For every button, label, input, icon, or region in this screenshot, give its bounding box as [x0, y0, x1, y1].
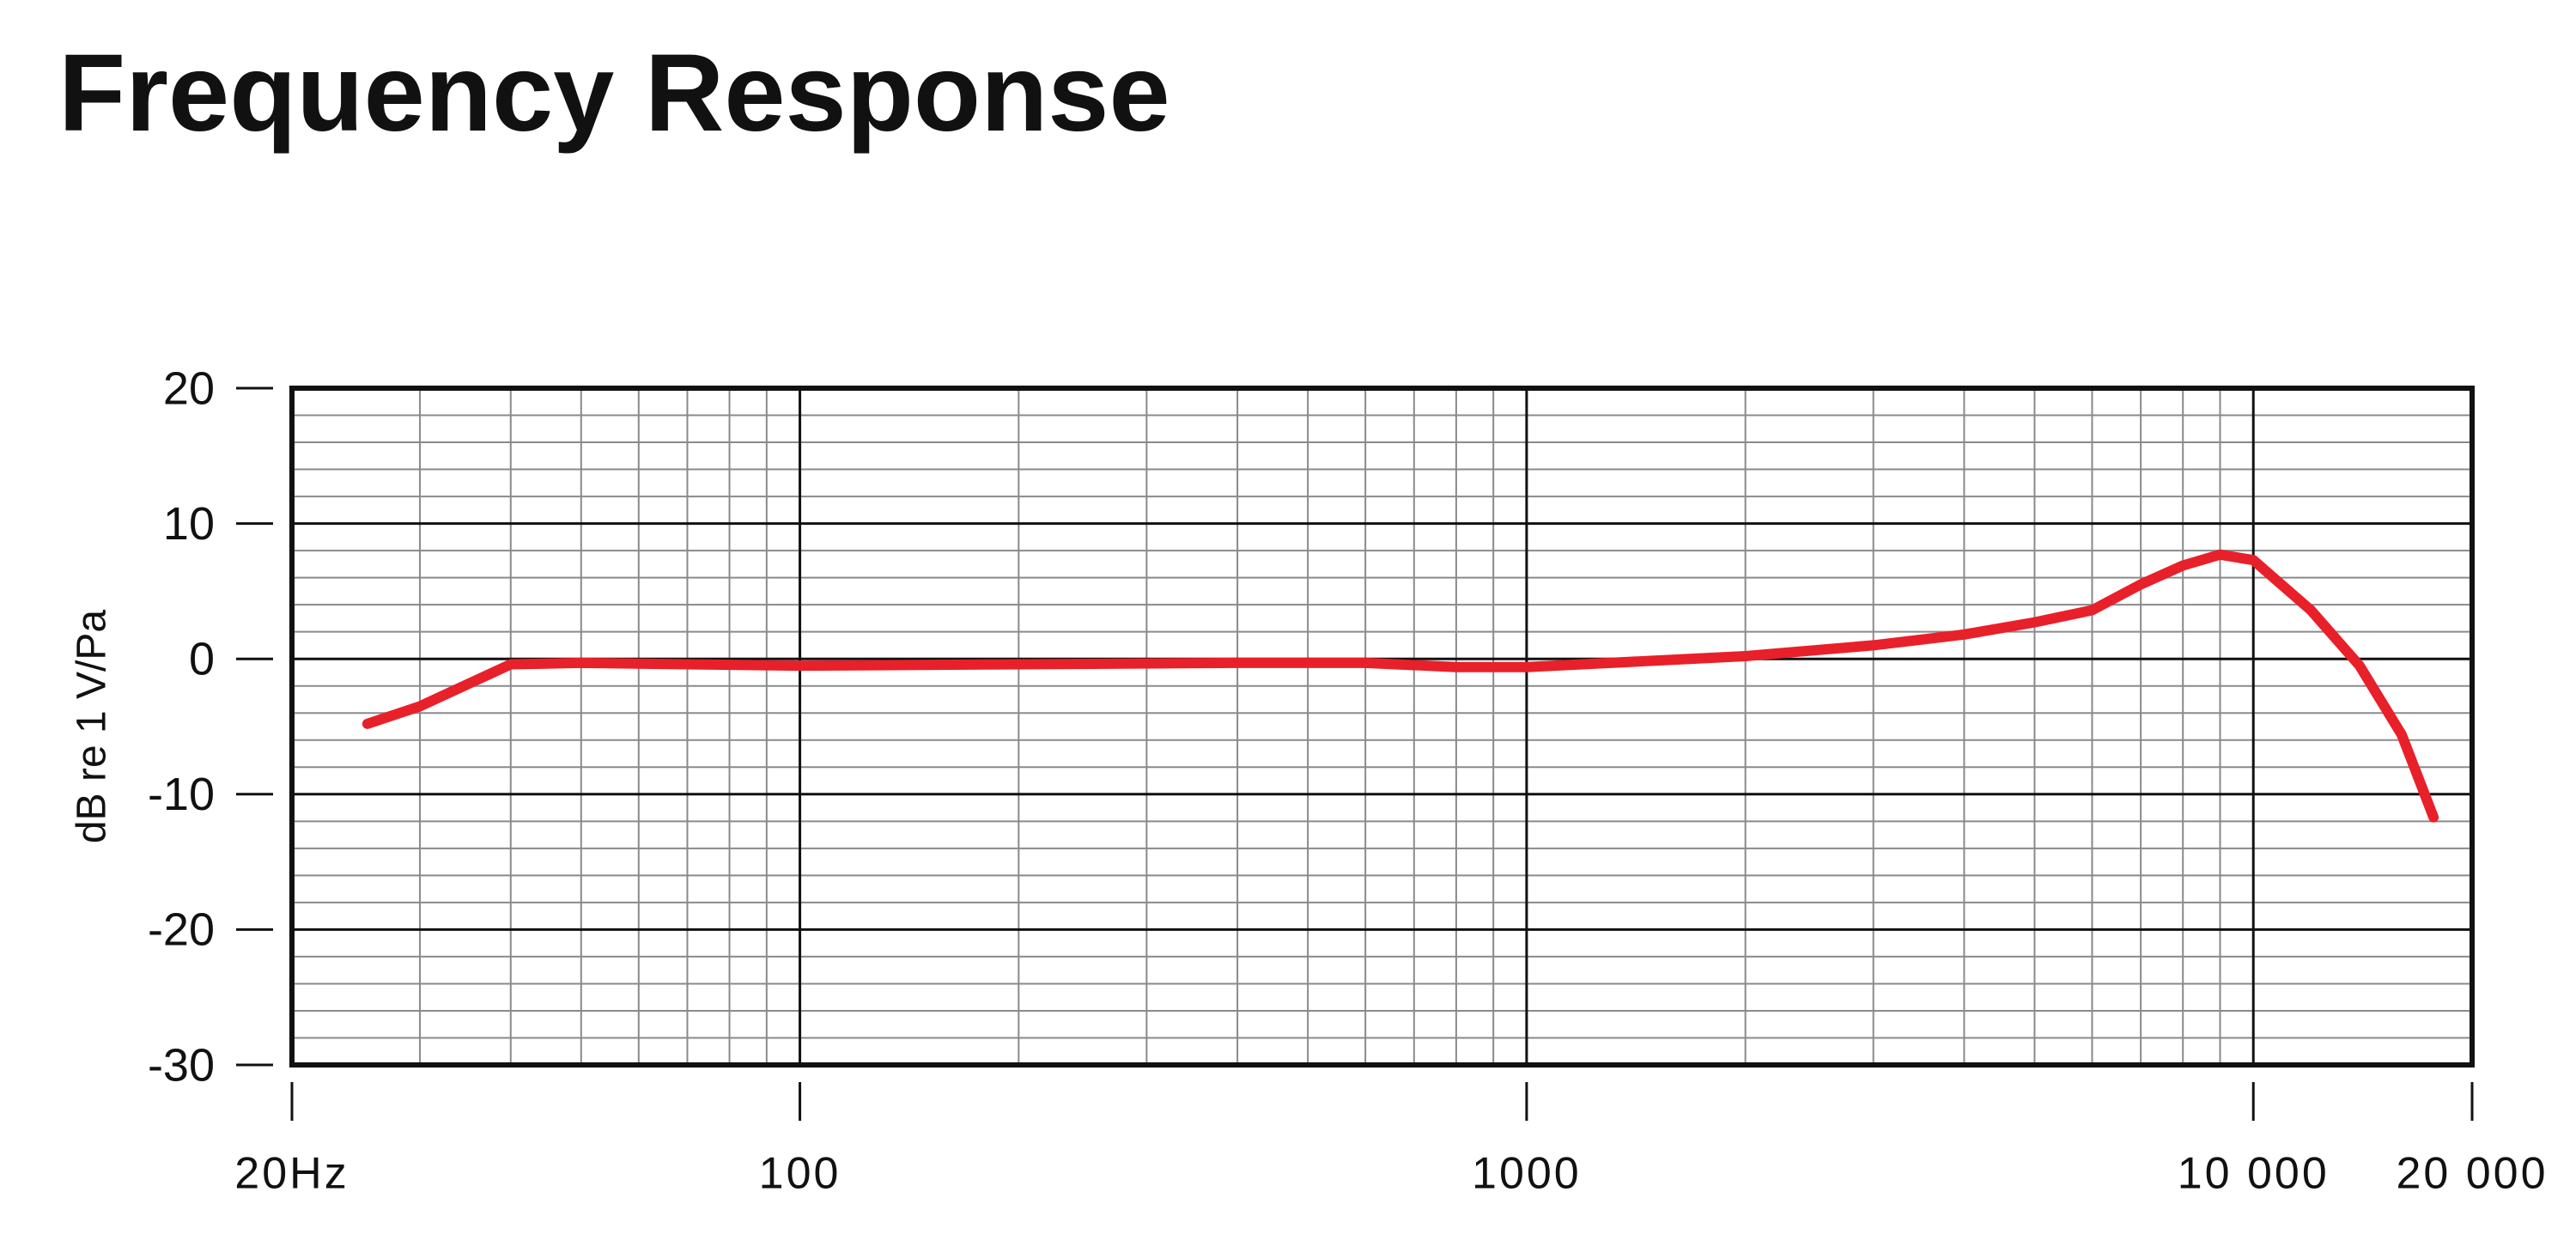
- x-tick-label: 20 000: [2396, 1149, 2548, 1199]
- line-series: [361, 549, 2439, 823]
- y-tick-label: -10: [148, 769, 215, 820]
- x-tick-label: 20Hz: [234, 1149, 349, 1199]
- y-tick-label: -20: [148, 904, 215, 956]
- plot-lines: [361, 549, 2439, 823]
- y-tick-label: 10: [163, 498, 215, 550]
- y-tick-label: 0: [189, 633, 215, 684]
- y-axis-label: dB re 1 V/Pa: [70, 610, 115, 843]
- x-tick-label: 10 000: [2178, 1149, 2330, 1199]
- y-tick-label: 20: [163, 362, 215, 414]
- plot-border: [289, 386, 2475, 1067]
- minor-grid: [292, 388, 2472, 1065]
- chart-title: Frequency Response: [58, 32, 1170, 155]
- major-grid: [289, 386, 2475, 1067]
- ticks: -30 -20 -10 0 10 20 20Hz 100 1000 10 000 20 000: [148, 362, 2548, 1199]
- y-tick-label: -30: [148, 1039, 215, 1091]
- x-tick-label: 100: [759, 1149, 841, 1199]
- x-tick-label: 1000: [1472, 1149, 1582, 1199]
